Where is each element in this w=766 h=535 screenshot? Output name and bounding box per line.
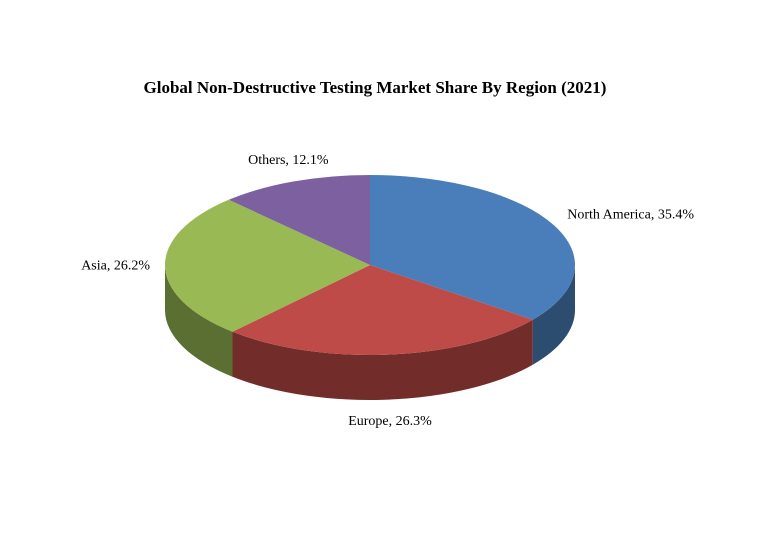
chart-title: Global Non-Destructive Testing Market Sh… — [144, 78, 607, 97]
slice — [165, 199, 370, 332]
slice — [228, 175, 370, 265]
slice — [370, 175, 575, 320]
slice-side — [165, 265, 233, 377]
slice-side — [532, 265, 575, 365]
data-label: Others, 12.1% — [248, 153, 329, 168]
slice — [232, 265, 533, 355]
data-label: Europe, 26.3% — [348, 414, 432, 429]
data-label: Asia, 26.2% — [81, 259, 150, 274]
data-label: North America, 35.4% — [567, 208, 694, 223]
slice-side — [232, 319, 533, 400]
